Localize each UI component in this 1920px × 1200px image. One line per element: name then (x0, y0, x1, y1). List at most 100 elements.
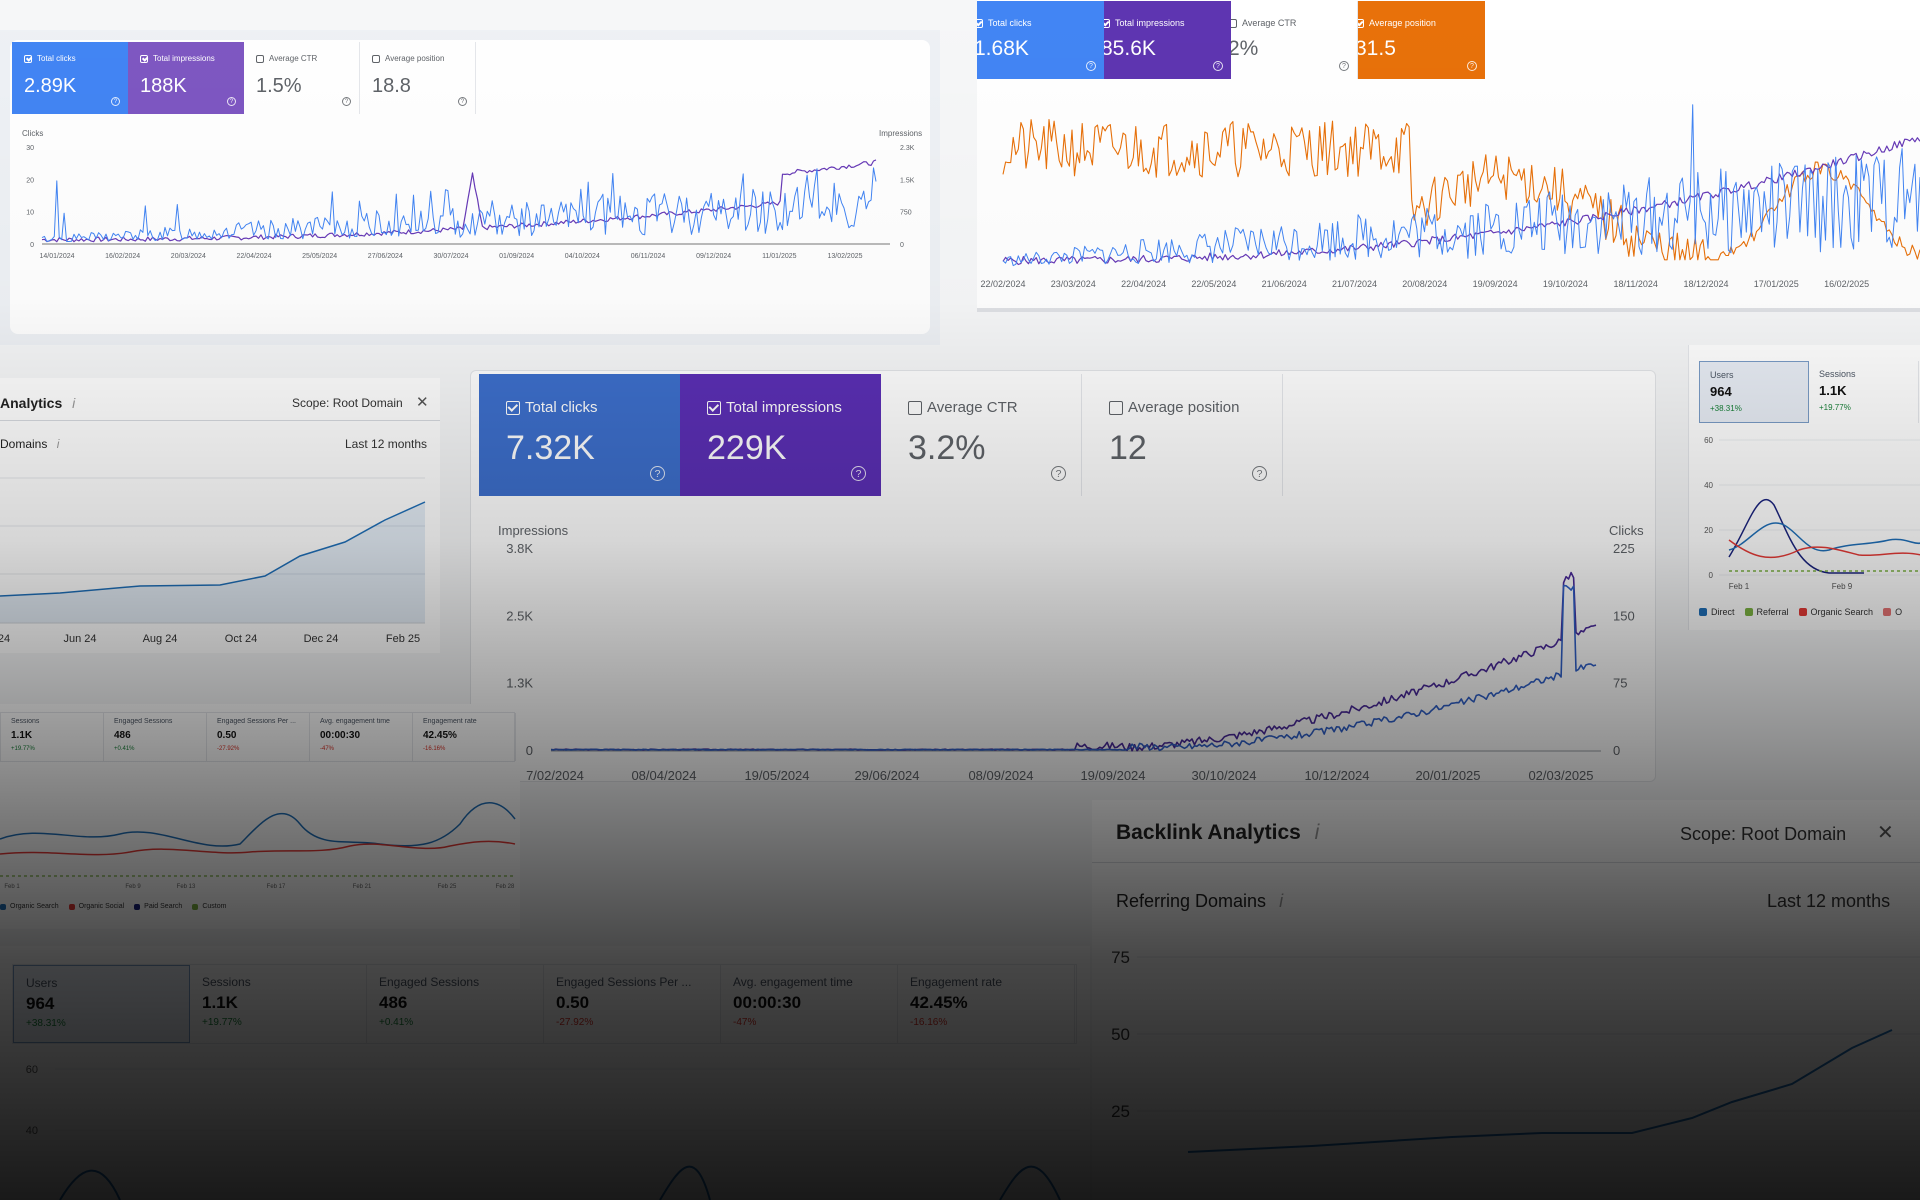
legend-label: Direct (1711, 607, 1735, 617)
ga-overview-panel-right: Users 964 +38.31% Sessions 1.1K +19.77% 60 40 2… (1688, 345, 1920, 630)
x-tick-label: 14/01/2024 (39, 253, 74, 260)
clicks-line (550, 584, 1597, 752)
ga-overview-panel-left: Sessions 1.1K +19.77% Engaged Sessions 486 +0… (0, 704, 520, 929)
x-tick-label: 13/02/2025 (827, 253, 862, 260)
semrush-backlink-panel-b: Backlink Analytics i Scope: Root Domain … (1092, 800, 1920, 1200)
x-tick-label: 08/09/2024 (968, 768, 1033, 782)
legend-item[interactable]: Organic Search (0, 903, 59, 910)
y2-tick-label: 750 (900, 210, 912, 217)
x-tick-label: Feb 9 (125, 884, 141, 890)
x-tick-label: Feb 1 (1729, 582, 1750, 591)
x-tick-label: 23/03/2024 (1051, 279, 1096, 289)
legend-swatch (68, 903, 75, 910)
y-tick-label: 60 (1704, 436, 1713, 445)
y-tick-label: 3.8K (506, 541, 533, 556)
x-tick-label: 16/02/2024 (105, 253, 140, 260)
legend-item[interactable]: Direct (1699, 607, 1735, 617)
y2-tick-label: 1.5K (900, 177, 915, 184)
x-tick-label: 22/05/2024 (1191, 279, 1236, 289)
legend-label: Organic Search (1810, 607, 1874, 617)
gsc-performance-panel-c: Total clicks 7.32K? Total impressions 229K?… (470, 370, 1656, 782)
x-tick-label: 18/12/2024 (1683, 279, 1728, 289)
legend-item[interactable]: Organic Social (68, 903, 125, 910)
organic-social-line (0, 840, 516, 856)
y-tick-label: 40 (1704, 481, 1713, 490)
y-tick-label: 75 (1111, 948, 1130, 967)
legend-swatch (1744, 608, 1753, 616)
y-tick-label: 2.5K (506, 608, 533, 623)
x-tick-label: 21/06/2024 (1262, 279, 1307, 289)
x-tick-label: 19/09/2024 (1080, 768, 1145, 782)
legend-item[interactable]: Paid Search (134, 903, 182, 910)
x-tick-label: 21/07/2024 (1332, 279, 1377, 289)
traffic-by-channel-chart: 60 40 20 0 Feb 1 Feb 9 (1704, 436, 1920, 591)
referring-domains-chart: 75 50 25 (1111, 948, 1920, 1153)
y-tick-label: 20 (26, 177, 34, 184)
chart-legend: Direct Referral Organic Search O (1699, 607, 1902, 617)
legend-swatch (1699, 608, 1707, 616)
x-tick-label: 7/02/2024 (526, 768, 584, 782)
average-position-line (1002, 119, 1920, 261)
x-tick-label: Feb 13 (177, 884, 196, 890)
x-tick-label: 04/10/2024 (565, 253, 600, 260)
organic-search-line (0, 802, 516, 847)
x-tick-label: Feb 25 (386, 633, 420, 645)
organic-search-line (1728, 539, 1920, 559)
y-tick-label: 0 (1709, 571, 1714, 580)
semrush-backlink-panel-a: Analytics i Scope: Root Domain ✕ Domains… (0, 378, 440, 653)
x-tick-label: Dec 24 (304, 633, 339, 645)
x-tick-label: 16/02/2025 (1824, 279, 1869, 289)
x-tick-label: 25/05/2024 (302, 253, 337, 260)
x-tick-label: 11/01/2025 (762, 253, 797, 260)
y-tick-label: 20 (1704, 526, 1713, 535)
x-tick-label: 06/11/2024 (631, 253, 666, 260)
y2-tick-label: 75 (1613, 676, 1627, 691)
y-tick-label: 30 (26, 145, 34, 152)
clicks-impressions-position-chart: 22/02/2024 23/03/2024 22/04/2024 22/05/2024… (980, 104, 1920, 289)
x-tick-label: 30/10/2024 (1191, 768, 1256, 782)
y-tick-label: 10 (26, 210, 34, 217)
legend-label: Organic Search (10, 903, 59, 910)
x-tick-label: 09/12/2024 (696, 253, 731, 260)
x-tick-label: Feb 17 (267, 884, 286, 890)
x-tick-label: Feb 28 (496, 884, 515, 890)
referring-domains-line (1187, 1029, 1893, 1153)
legend-item[interactable]: Organic Search (1798, 607, 1874, 617)
legend-swatch (1798, 608, 1807, 616)
y-tick-label: 50 (1111, 1025, 1130, 1044)
x-tick-label: 30/07/2024 (433, 253, 468, 260)
x-tick-label: 22/04/2024 (1121, 279, 1166, 289)
x-tick-label: 20/01/2025 (1415, 768, 1480, 782)
legend-label: Organic Social (78, 903, 125, 910)
y2-tick-label: 0 (1613, 743, 1620, 758)
y2-tick-label: 225 (1613, 541, 1635, 556)
y-tick-label: 25 (1111, 1102, 1130, 1121)
legend-item[interactable]: O (1883, 607, 1902, 617)
legend-swatch (0, 903, 6, 910)
y2-tick-label: 0 (900, 242, 904, 249)
x-tick-label: 19/05/2024 (744, 768, 809, 782)
y-tick-label: 60 (26, 1064, 38, 1076)
series-line (1728, 498, 1864, 574)
legend-item[interactable]: Custom (192, 903, 226, 910)
legend-label: Custom (202, 903, 227, 910)
clicks-line (41, 167, 877, 243)
x-tick-label: 18/11/2024 (1614, 279, 1658, 289)
x-tick-label: Feb 1 (4, 884, 20, 890)
legend-swatch (192, 903, 199, 910)
y-tick-label: 0 (526, 743, 533, 758)
x-tick-label: Aug 24 (143, 633, 178, 645)
x-tick-label: 29/06/2024 (854, 768, 919, 782)
x-tick-label: 22/02/2024 (980, 279, 1025, 289)
direct-line (1728, 522, 1920, 552)
legend-label: Paid Search (144, 903, 183, 910)
ga-overview-panel-main: Users 964 +38.31% Sessions 1.1K +19.77% Engage… (0, 946, 1090, 1200)
y2-tick-label: 2.3K (900, 145, 915, 152)
legend-label: Referral (1756, 607, 1789, 617)
legend-item[interactable]: Referral (1744, 607, 1789, 617)
traffic-chart: 60 40 (26, 1064, 1080, 1200)
x-tick-label: 24 (0, 633, 10, 645)
x-tick-label: 20/03/2024 (171, 253, 206, 260)
x-tick-label: Feb 21 (353, 884, 372, 890)
